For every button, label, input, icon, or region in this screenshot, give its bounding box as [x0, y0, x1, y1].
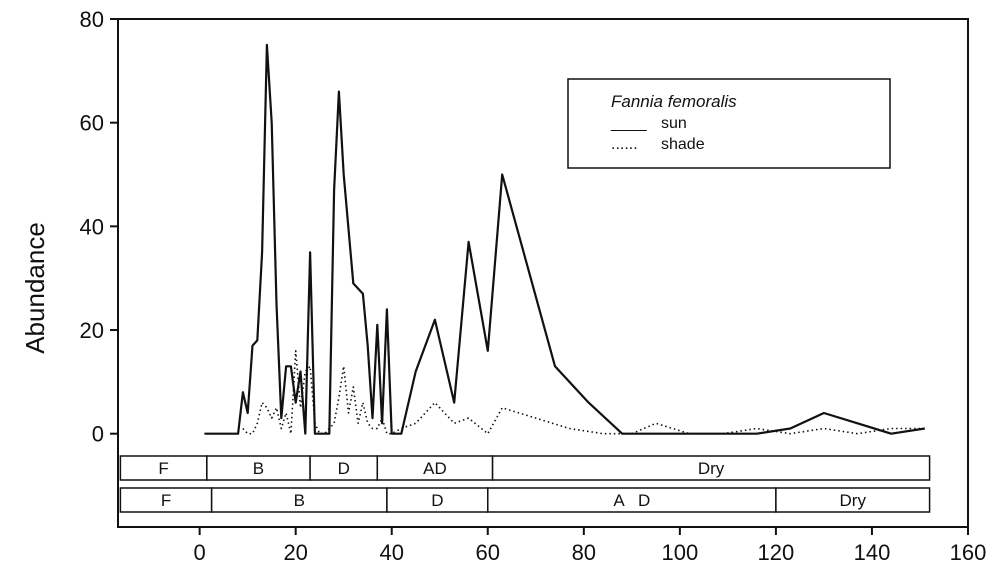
stage-segment — [491, 455, 931, 481]
x-tick-label: 20 — [283, 540, 307, 565]
stage-segment — [775, 487, 931, 513]
stage-label: D — [338, 459, 350, 478]
x-tick-label: 80 — [572, 540, 596, 565]
stage-label: B — [294, 491, 305, 510]
legend-sample-shade: ...... — [611, 136, 638, 153]
legend-sample-sun: ____ — [610, 115, 648, 132]
stage-label: F — [158, 459, 168, 478]
legend-label-sun: sun — [661, 115, 687, 132]
stage-label: B — [253, 459, 264, 478]
y-tick-label: 20 — [80, 318, 104, 343]
legend-title: Fannia femoralis — [611, 92, 737, 111]
stage-label: AD — [423, 459, 447, 478]
stage-segment — [119, 455, 208, 481]
y-tick-label: 60 — [80, 111, 104, 136]
legend-label-shade: shade — [661, 136, 705, 153]
axis-ticks: 0 20 40 60 80 100 120 140 160 0 20 40 60 80 — [80, 7, 987, 565]
y-tick-label: 40 — [80, 214, 104, 239]
series-layer — [204, 43, 925, 435]
plot-border — [117, 18, 969, 528]
y-tick-label: 0 — [92, 422, 104, 447]
x-tick-label: 0 — [194, 540, 206, 565]
x-tick-label: 160 — [950, 540, 987, 565]
x-tick-label: 60 — [476, 540, 500, 565]
y-axis-title: Abundance — [20, 222, 50, 354]
x-tick-label: 100 — [662, 540, 699, 565]
stage-segment — [487, 487, 777, 513]
stage-segment — [386, 487, 489, 513]
x-tick-label: 40 — [379, 540, 403, 565]
stage-label: Dry — [840, 491, 867, 510]
plot-frame — [117, 18, 969, 528]
legend-box — [567, 78, 891, 169]
x-tick-label: 140 — [854, 540, 891, 565]
stage-label: Dry — [698, 459, 725, 478]
series-line-sun — [204, 43, 925, 435]
stage-segment — [119, 487, 213, 513]
series-line-shade — [242, 349, 925, 435]
x-tick-label: 120 — [758, 540, 795, 565]
y-tick-label: 80 — [80, 7, 104, 32]
stage-segment — [210, 487, 388, 513]
stage-segment — [376, 455, 494, 481]
legend: Fannia femoralis ____ sun ...... shade — [567, 78, 891, 169]
stage-segment — [206, 455, 311, 481]
stage-label: A D — [613, 491, 650, 510]
stage-label: F — [161, 491, 171, 510]
stage-label: D — [431, 491, 443, 510]
stage-bars: F B D AD Dry F B D A D Dry — [119, 455, 931, 513]
